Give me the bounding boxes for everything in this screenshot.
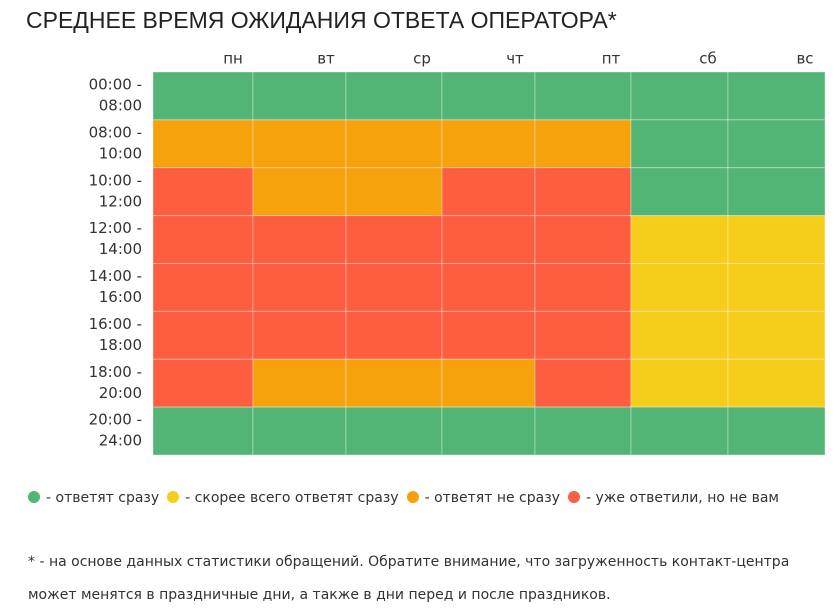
- cell: [441, 358, 536, 408]
- cell: [345, 71, 443, 121]
- slot-to: 16:00: [99, 288, 142, 306]
- cell: [441, 167, 536, 217]
- slot-from: 00:00 -: [89, 76, 142, 94]
- cell: [252, 167, 347, 217]
- cell: [630, 119, 729, 169]
- cell: [534, 119, 632, 169]
- heatmap: СРЕДНЕЕ ВРЕМЯ ОЖИДАНИЯ ОТВЕТА ОПЕРАТОРА*…: [26, 7, 826, 456]
- cell: [441, 406, 536, 456]
- cell: [152, 406, 254, 456]
- cell: [727, 263, 826, 312]
- slot-from: 16:00 -: [89, 315, 142, 333]
- cell: [252, 71, 347, 121]
- slot-to: 24:00: [99, 432, 142, 450]
- cell: [252, 310, 347, 360]
- cell: [534, 310, 632, 360]
- cell: [345, 406, 443, 456]
- cell: [152, 358, 254, 408]
- cell: [630, 263, 729, 312]
- cell: [727, 310, 826, 360]
- cell: [152, 310, 254, 360]
- slot-from: 08:00 -: [89, 123, 142, 141]
- cell: [534, 215, 632, 264]
- cell: [534, 358, 632, 408]
- cell: [152, 119, 254, 169]
- slot-from: 20:00 -: [89, 411, 142, 429]
- cell: [441, 263, 536, 312]
- legend-label: - уже ответили, но не вам: [585, 490, 779, 506]
- slot-to: 08:00: [99, 97, 142, 115]
- slot-from: 18:00 -: [89, 363, 142, 381]
- cell: [534, 167, 632, 217]
- cell: [252, 215, 347, 264]
- cell: [345, 167, 443, 217]
- slot-to: 20:00: [99, 384, 142, 402]
- legend-item: - ответят не сразу: [406, 490, 560, 506]
- legend-item: - ответят сразу: [28, 490, 159, 506]
- cell: [727, 406, 826, 456]
- legend-label: - ответят сразу: [46, 490, 160, 506]
- slot-to: 12:00: [99, 192, 142, 210]
- cell: [630, 310, 729, 360]
- cell: [345, 310, 443, 360]
- cell: [252, 119, 347, 169]
- cell: [630, 358, 729, 408]
- cell: [441, 215, 536, 264]
- cell: [727, 358, 826, 408]
- cell: [152, 71, 254, 121]
- cell: [345, 358, 443, 408]
- day-label: ср: [413, 50, 431, 68]
- day-label: пт: [602, 50, 621, 68]
- legend-label: - ответят не сразу: [424, 490, 560, 506]
- cell: [727, 71, 826, 121]
- legend-dot: [406, 491, 419, 503]
- day-label: пн: [223, 50, 243, 68]
- day-label: вс: [796, 50, 813, 68]
- cell: [345, 119, 443, 169]
- legend-label: - скорее всего ответят сразу: [185, 490, 399, 506]
- day-label: сб: [699, 50, 717, 68]
- slot-to: 14:00: [99, 240, 142, 258]
- legend-dot: [28, 491, 40, 503]
- slot-from: 10:00 -: [89, 171, 142, 189]
- cell: [534, 406, 632, 456]
- day-label: чт: [506, 50, 524, 68]
- cell: [441, 310, 536, 360]
- cell: [252, 358, 347, 408]
- legend-dot: [567, 491, 580, 503]
- legend-item: - уже ответили, но не вам: [567, 490, 779, 506]
- cell: [441, 71, 536, 121]
- cell: [630, 406, 729, 456]
- cell: [630, 71, 729, 121]
- cell: [534, 263, 632, 312]
- cell: [252, 406, 347, 456]
- title: СРЕДНЕЕ ВРЕМЯ ОЖИДАНИЯ ОТВЕТА ОПЕРАТОРА*: [26, 7, 617, 33]
- slot-to: 18:00: [99, 336, 142, 354]
- legend: - ответят сразу - скорее всего ответят ср…: [28, 482, 818, 515]
- cell: [727, 119, 826, 169]
- cell: [441, 119, 536, 169]
- cell: [630, 215, 729, 264]
- cell: [345, 263, 443, 312]
- cell: [630, 167, 729, 217]
- legend-item: - скорее всего ответят сразу: [167, 490, 399, 506]
- cell: [534, 71, 632, 121]
- cell: [152, 167, 254, 217]
- legend-dot: [167, 491, 180, 503]
- cell: [345, 215, 443, 264]
- slot-from: 12:00 -: [89, 219, 142, 237]
- day-label: вт: [317, 50, 335, 68]
- slot-to: 10:00: [99, 144, 142, 162]
- cell: [727, 167, 826, 217]
- slot-from: 14:00 -: [89, 267, 142, 285]
- footnote: * - на основе данных статистики обращени…: [28, 554, 790, 603]
- cell: [727, 215, 826, 264]
- cell: [152, 215, 254, 264]
- cell: [252, 263, 347, 312]
- cell: [152, 263, 254, 312]
